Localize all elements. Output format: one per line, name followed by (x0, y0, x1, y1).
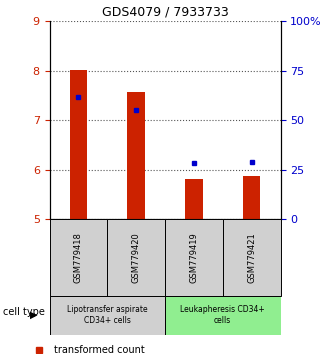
Bar (165, 219, 223, 296)
Text: Leukapheresis CD34+
cells: Leukapheresis CD34+ cells (181, 306, 265, 325)
Text: GSM779420: GSM779420 (132, 232, 141, 283)
Bar (185, 179, 203, 219)
Text: GSM779418: GSM779418 (74, 232, 83, 283)
Title: GDS4079 / 7933733: GDS4079 / 7933733 (102, 6, 228, 19)
Bar (165, 296, 280, 335)
Bar (243, 176, 260, 219)
Bar (70, 70, 87, 219)
Bar (223, 219, 280, 296)
Text: GSM779421: GSM779421 (247, 232, 256, 283)
Text: GSM779419: GSM779419 (189, 232, 198, 283)
Bar (50, 296, 165, 335)
Bar (107, 219, 165, 296)
Text: transformed count: transformed count (54, 344, 145, 354)
Text: ▶: ▶ (30, 310, 37, 320)
Text: Lipotransfer aspirate
CD34+ cells: Lipotransfer aspirate CD34+ cells (67, 306, 148, 325)
Text: cell type: cell type (3, 307, 45, 316)
Bar (50, 219, 107, 296)
Bar (127, 92, 145, 219)
